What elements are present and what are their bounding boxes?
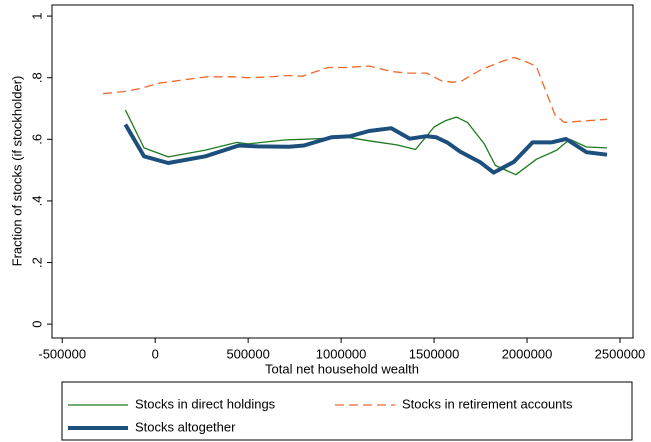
y-tick-label: .6: [29, 134, 44, 145]
y-tick-label: 0: [29, 321, 44, 328]
x-tick-label: 0: [152, 346, 159, 361]
y-tick-label: 1: [29, 12, 44, 19]
series-line: [124, 109, 608, 176]
series-line: [123, 123, 608, 175]
x-tick-label: 1500000: [409, 346, 460, 361]
legend-label: Stocks altogether: [135, 419, 236, 434]
series-line: [103, 56, 608, 124]
y-tick-label: .8: [29, 72, 44, 83]
legend-label: Stocks in direct holdings: [135, 396, 276, 411]
x-tick-label: 500000: [226, 346, 269, 361]
x-tick-label: 2000000: [502, 346, 553, 361]
y-tick-label: .2: [29, 257, 44, 268]
legend-label: Stocks in retirement accounts: [402, 396, 573, 411]
x-tick-label: -500000: [38, 346, 86, 361]
plot-frame: [51, 4, 634, 339]
x-tick-label: 2500000: [595, 346, 646, 361]
legend-box: [61, 381, 633, 441]
y-axis-label: Fraction of stocks (if stockholder): [9, 76, 24, 267]
x-tick-label: 1000000: [316, 346, 367, 361]
x-axis-label: Total net household wealth: [265, 361, 419, 376]
y-tick-label: .4: [29, 195, 44, 206]
